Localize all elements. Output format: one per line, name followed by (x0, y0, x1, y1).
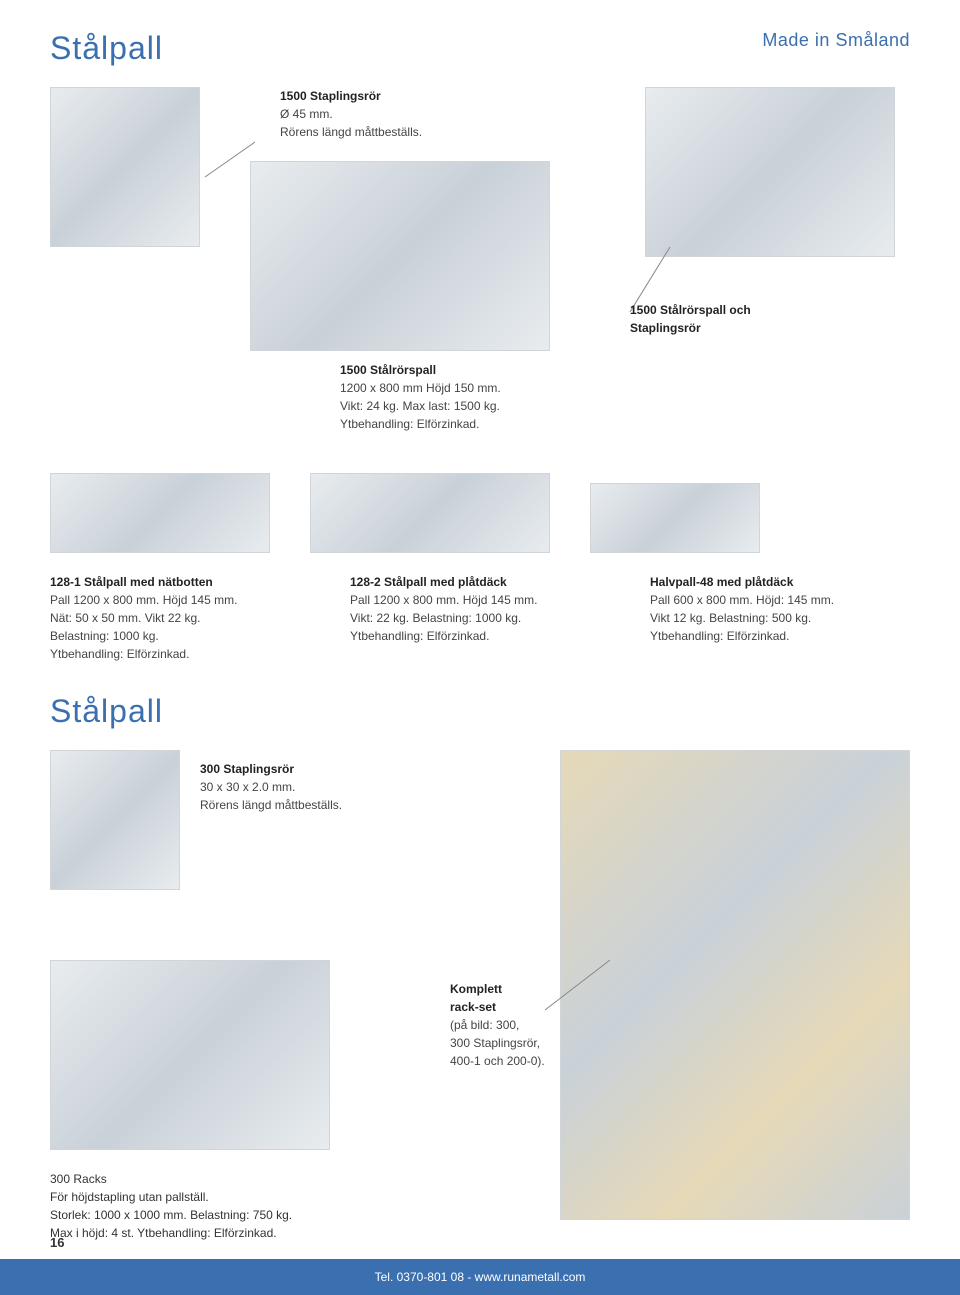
footer-text: Tel. 0370-801 08 - www.runametall.com (375, 1270, 586, 1284)
caption-line: 300 Staplingsrör, (450, 1036, 540, 1050)
caption-title: Komplett (450, 982, 502, 996)
caption-line: (på bild: 300, (450, 1018, 519, 1032)
made-in-label: Made in Småland (762, 30, 910, 51)
caption-line: Ytbehandling: Elförzinkad. (50, 647, 189, 661)
caption-line: Storlek: 1000 x 1000 mm. Belastning: 750… (50, 1208, 292, 1222)
product-image-rack-set (560, 750, 910, 1220)
product-image-300-frame (50, 960, 330, 1150)
caption-line: Ø 45 mm. (280, 107, 333, 121)
page-number: 16 (50, 1235, 64, 1250)
caption-title: 1500 Stålrörspall och (630, 303, 751, 317)
caption-line: Ytbehandling: Elförzinkad. (650, 629, 789, 643)
product-image-halvpall-48 (590, 483, 760, 553)
section-subtitle: Stålpall (50, 693, 910, 730)
caption-line: Rörens längd måttbeställs. (200, 798, 342, 812)
caption-line: För höjdstapling utan pallställ. (50, 1190, 209, 1204)
caption-title: 300 Racks (50, 1172, 107, 1186)
caption-line: Ytbehandling: Elförzinkad. (350, 629, 489, 643)
caption-line: 1200 x 800 mm Höjd 150 mm. (340, 381, 501, 395)
caption-line: 400-1 och 200-0). (450, 1054, 545, 1068)
product-image-1500-combo (645, 87, 895, 257)
caption-title: Staplingsrör (630, 321, 701, 335)
caption-line: Pall 600 x 800 mm. Höjd: 145 mm. (650, 593, 834, 607)
product-image-128-2 (310, 473, 550, 553)
caption-line: Pall 1200 x 800 mm. Höjd 145 mm. (50, 593, 237, 607)
caption-line: 30 x 30 x 2.0 mm. (200, 780, 295, 794)
caption-line: Belastning: 1000 kg. (50, 629, 159, 643)
footer-bar: Tel. 0370-801 08 - www.runametall.com (0, 1259, 960, 1295)
caption-title: 128-1 Stålpall med nätbotten (50, 575, 213, 589)
caption-line: Max i höjd: 4 st. Ytbehandling: Elförzin… (50, 1226, 277, 1240)
product-image-128-1 (50, 473, 270, 553)
caption-line: Nät: 50 x 50 mm. Vikt 22 kg. (50, 611, 201, 625)
caption-line: Pall 1200 x 800 mm. Höjd 145 mm. (350, 593, 537, 607)
product-image-1500-frame (250, 161, 550, 351)
caption-title: 300 Staplingsrör (200, 762, 294, 776)
caption-line: Vikt: 22 kg. Belastning: 1000 kg. (350, 611, 521, 625)
product-image-300-pipes (50, 750, 180, 890)
product-image-1500-pipes (50, 87, 200, 247)
page-title: Stålpall (50, 30, 163, 67)
caption-title: 1500 Staplingsrör (280, 89, 381, 103)
caption-line: Vikt: 24 kg. Max last: 1500 kg. (340, 399, 500, 413)
caption-line: Vikt 12 kg. Belastning: 500 kg. (650, 611, 811, 625)
caption-line: Ytbehandling: Elförzinkad. (340, 417, 479, 431)
caption-title: rack-set (450, 1000, 496, 1014)
caption-title: 1500 Stålrörspall (340, 363, 436, 377)
caption-line: Rörens längd måttbeställs. (280, 125, 422, 139)
caption-title: Halvpall-48 med plåtdäck (650, 575, 793, 589)
caption-title: 128-2 Stålpall med plåtdäck (350, 575, 507, 589)
